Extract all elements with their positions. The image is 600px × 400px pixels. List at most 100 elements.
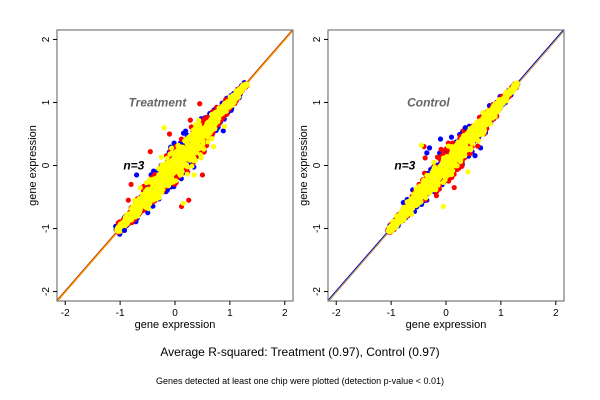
data-point — [143, 196, 149, 202]
data-point — [158, 181, 164, 187]
data-point — [145, 210, 151, 216]
data-point — [197, 152, 204, 158]
data-point — [148, 180, 155, 186]
panel-treatment: -2 -1 0 1 2 -2 -1 0 1 2 gene expression gene expres… — [27, 29, 294, 331]
data-point — [160, 169, 166, 175]
data-point — [142, 204, 148, 210]
data-point — [182, 162, 188, 168]
data-point-outlier — [125, 197, 131, 203]
data-point — [158, 154, 164, 160]
data-point — [190, 127, 197, 133]
data-point — [173, 150, 179, 156]
data-point — [184, 171, 190, 177]
data-point — [189, 163, 195, 169]
data-point — [196, 117, 202, 123]
data-point — [178, 167, 184, 173]
points — [385, 80, 521, 235]
x-tick-label: -1 — [116, 308, 125, 319]
data-point — [199, 143, 205, 149]
data-point — [216, 105, 222, 111]
data-point — [138, 197, 145, 203]
data-point — [211, 125, 218, 132]
y-tick-label: -2 — [41, 287, 52, 296]
data-point — [122, 219, 128, 225]
data-point — [169, 145, 175, 151]
data-point — [196, 128, 202, 134]
data-point-outlier — [221, 123, 227, 130]
data-point — [207, 129, 213, 135]
data-point — [117, 226, 123, 233]
n-annotation: n=3 — [123, 159, 144, 173]
data-point-outlier — [210, 143, 217, 150]
data-point — [232, 93, 238, 100]
data-point-outlier — [133, 172, 140, 178]
data-point — [172, 164, 178, 171]
y-tick-label: 1 — [41, 99, 52, 105]
data-point — [475, 143, 481, 149]
data-point — [170, 168, 176, 174]
data-point — [433, 193, 439, 199]
data-point-outlier — [147, 149, 153, 155]
data-point-outlier — [166, 131, 173, 137]
data-point — [153, 196, 159, 202]
x-tick-label: 1 — [227, 308, 233, 319]
data-point — [194, 140, 200, 146]
data-point — [178, 171, 184, 178]
data-point-outlier — [199, 172, 206, 178]
data-point — [149, 185, 155, 191]
data-point — [440, 148, 446, 154]
x-tick-label: -2 — [61, 308, 70, 319]
data-point — [213, 116, 219, 122]
data-point-outlier — [186, 197, 192, 203]
panel-title: Treatment — [129, 95, 188, 109]
data-point-outlier — [187, 117, 193, 123]
data-point — [137, 185, 143, 191]
data-point — [134, 206, 140, 212]
data-point — [186, 134, 192, 140]
data-point — [205, 139, 211, 145]
data-point — [192, 122, 199, 128]
y-tick-label: -1 — [41, 224, 52, 233]
data-point — [192, 146, 198, 152]
data-point — [228, 94, 234, 100]
data-point-outlier — [197, 101, 203, 107]
data-point — [155, 177, 161, 183]
data-point — [209, 111, 215, 118]
data-point — [184, 141, 190, 147]
data-point — [209, 136, 215, 142]
data-point-outlier — [161, 125, 167, 131]
data-point — [472, 153, 478, 159]
data-point-outlier — [128, 181, 134, 188]
data-point — [143, 180, 150, 186]
data-point-outlier — [191, 172, 197, 178]
data-point — [169, 150, 175, 156]
x-tick-label: 0 — [172, 308, 178, 319]
data-point — [151, 190, 157, 196]
data-point — [164, 174, 170, 180]
data-point — [198, 136, 204, 142]
data-point — [164, 155, 170, 161]
data-point — [202, 116, 208, 122]
data-point — [170, 161, 176, 167]
data-point-outlier — [121, 227, 128, 234]
y-axis-label: gene expression — [27, 125, 39, 206]
points — [113, 80, 251, 237]
data-point — [240, 83, 247, 89]
data-point — [156, 191, 162, 197]
data-point — [190, 132, 196, 138]
x-tick-label: 2 — [282, 308, 288, 319]
data-point — [174, 156, 180, 162]
data-point-outlier — [220, 128, 226, 134]
data-point — [223, 103, 230, 109]
data-point-outlier — [180, 200, 186, 206]
y-tick-label: 0 — [41, 162, 52, 168]
data-point — [177, 156, 184, 162]
x-axis-label: gene expression — [135, 319, 216, 331]
data-point — [178, 145, 184, 151]
y-tick-label: 2 — [41, 36, 52, 42]
data-point — [161, 164, 167, 170]
data-point — [147, 201, 153, 207]
data-point — [124, 214, 130, 220]
